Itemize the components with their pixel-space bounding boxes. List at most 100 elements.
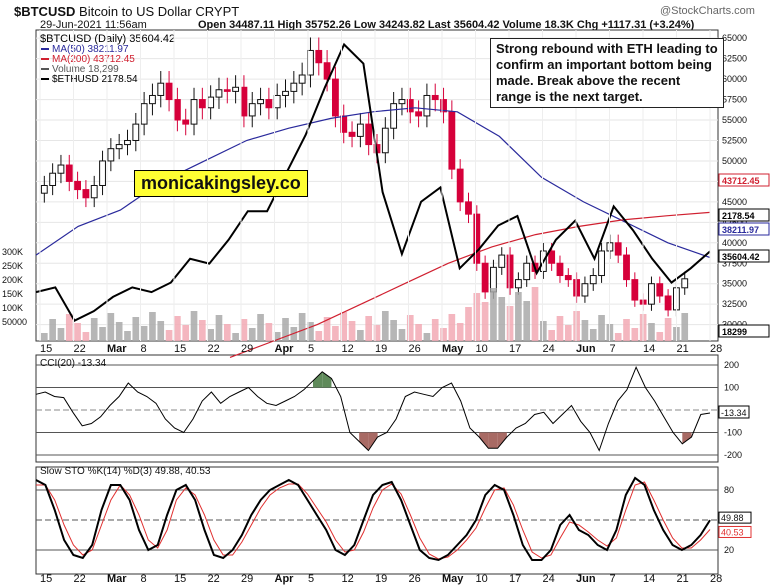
- volume-bar: [248, 328, 256, 341]
- price-tick-label: 65000: [722, 33, 747, 43]
- volume-bar: [240, 319, 248, 341]
- volume-bar: [107, 313, 115, 341]
- candle-body: [90, 185, 98, 199]
- sto-tick-label: 80: [724, 485, 734, 495]
- x-tick-label: May: [442, 343, 464, 355]
- value-tag: 18299: [722, 327, 747, 337]
- candle-body: [556, 262, 564, 277]
- sto-k-value: 49.88: [721, 513, 744, 523]
- volume-bar: [406, 315, 414, 341]
- volume-tick-label: 100K: [2, 303, 23, 313]
- x-tick-label: 22: [74, 573, 86, 585]
- price-tick-label: 60000: [722, 74, 747, 84]
- candle-body: [182, 119, 190, 125]
- x-tick-label: 28: [710, 573, 722, 585]
- candle-body: [440, 99, 447, 113]
- legend-entry: $ETHUSD 2178.54: [52, 74, 138, 85]
- volume-bar: [548, 330, 555, 341]
- volume-bar: [556, 316, 564, 341]
- x-tick-label: 24: [543, 343, 555, 355]
- cci-tick-label: -100: [724, 428, 742, 438]
- candle-body: [207, 96, 215, 109]
- candle-body: [223, 89, 231, 92]
- volume-bar: [40, 333, 48, 341]
- candle-body: [240, 86, 248, 117]
- price-tick-label: 55000: [722, 115, 747, 125]
- volume-bar: [448, 314, 456, 341]
- volume-bar: [506, 306, 514, 341]
- x-tick-label: 5: [308, 343, 314, 355]
- volume-bar: [598, 315, 605, 341]
- volume-bar: [540, 321, 547, 341]
- candle-body: [298, 74, 306, 84]
- volume-bar: [74, 323, 81, 341]
- sto-k-tag: [718, 511, 752, 524]
- candle-body: [49, 172, 57, 186]
- volume-bar: [614, 333, 622, 341]
- volume-bar: [199, 320, 206, 341]
- candle-body: [282, 90, 289, 96]
- x-tick-label: 15: [174, 573, 186, 585]
- price-tick-label: 40000: [722, 238, 747, 248]
- value-tag: 38211.97: [722, 225, 759, 235]
- candle-body: [631, 279, 639, 301]
- cci-legend: CCI(20) -13.34: [40, 358, 107, 369]
- volume-bar: [165, 330, 173, 341]
- candle-body: [348, 131, 356, 137]
- cci-negative-fill: [479, 432, 489, 449]
- candle-body: [40, 185, 48, 194]
- cci-value-tag: [718, 405, 750, 419]
- candle-body: [315, 49, 323, 64]
- price-tick-label: 37500: [722, 258, 747, 268]
- sto-d-tag: [718, 525, 752, 538]
- candle-body: [506, 254, 514, 289]
- cci-value-label: -13.34: [721, 408, 747, 418]
- volume-bar: [564, 325, 572, 341]
- volume-bar: [132, 317, 140, 341]
- volume-bar: [190, 311, 198, 341]
- candle-body: [198, 99, 206, 109]
- price-tick-label: 35000: [722, 279, 747, 289]
- candle-body: [581, 283, 589, 297]
- candle-body: [498, 254, 506, 268]
- x-tick-label: 12: [342, 573, 354, 585]
- watermark: @StockCharts.com: [660, 5, 755, 17]
- volume-tick-label: 300K: [2, 247, 23, 257]
- volume-bar: [473, 293, 481, 341]
- candle-body: [365, 123, 373, 146]
- volume-bar: [456, 323, 464, 341]
- volume-tick-label: 150K: [2, 289, 23, 299]
- cci-line: [35, 366, 711, 452]
- chart-date: 29-Jun-2021 11:56am: [40, 19, 147, 31]
- price-tick-label: 32500: [722, 299, 747, 309]
- candle-body: [523, 262, 531, 281]
- candle-body: [664, 295, 672, 311]
- x-tick-label: 5: [308, 573, 314, 585]
- candle-body: [648, 283, 655, 305]
- x-tick-label: 15: [174, 343, 186, 355]
- volume-bar: [631, 328, 639, 341]
- volume-bar: [140, 326, 148, 341]
- x-tick-label: 10: [476, 573, 488, 585]
- volume-bar: [340, 312, 348, 341]
- volume-bar: [82, 332, 90, 341]
- volume-bar: [656, 332, 664, 341]
- volume-bar: [273, 332, 281, 341]
- x-tick-label: 8: [141, 573, 147, 585]
- volume-bar: [207, 329, 214, 341]
- candle-body: [82, 189, 90, 199]
- x-tick-label: 28: [710, 343, 722, 355]
- volume-bar: [515, 292, 522, 341]
- volume-bar: [481, 302, 489, 341]
- candle-body: [215, 89, 223, 98]
- candle-body: [248, 103, 256, 117]
- volume-bar: [357, 330, 364, 341]
- volume-bar: [174, 316, 181, 341]
- candle-body: [381, 127, 389, 154]
- price-tick-label: 42500: [722, 217, 747, 227]
- candle-body: [623, 254, 630, 281]
- volume-bar: [90, 318, 98, 341]
- volume-bar: [348, 321, 356, 341]
- x-tick-label: 17: [509, 343, 521, 355]
- sto-tick-label: 20: [724, 545, 734, 555]
